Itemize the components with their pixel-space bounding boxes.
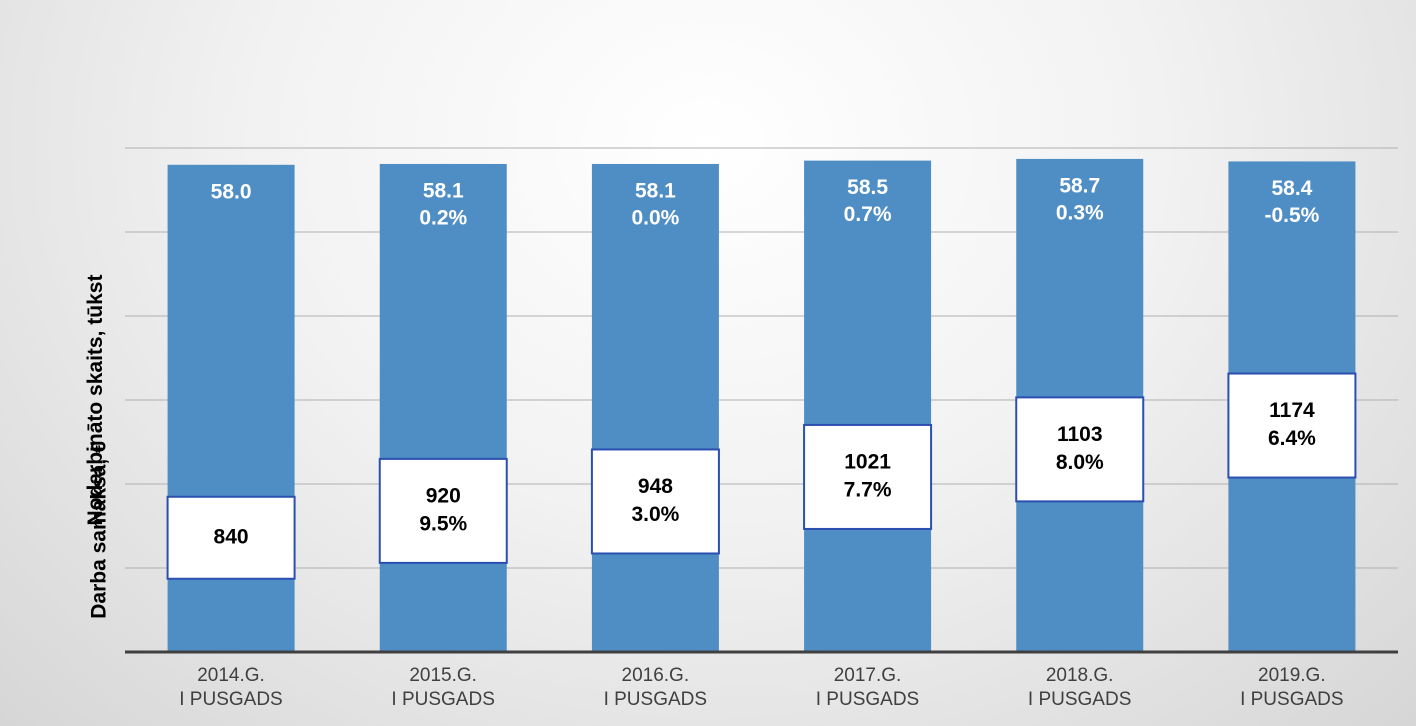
wage-label: 1103 [1057,423,1103,446]
wage-label: 840 [214,525,249,548]
wage-box [590,448,720,555]
change-label: 0.2% [419,207,467,230]
bar [804,160,932,652]
y2-axis-label: Darba samaksa, € [88,441,111,619]
bar [591,163,719,652]
wage-change-label: 8.0% [1056,451,1104,474]
wage-label: 1174 [1269,399,1315,422]
wage-change-label: 7.7% [844,478,892,501]
wage-box [803,423,933,530]
wage-box [1015,396,1145,503]
bar-label: 58.1 [635,180,676,203]
y-axis-label: Nodarbināto skaits, tūkst [84,275,107,526]
y-axis-label-1: Nodarbināto skaits, tūkst [84,275,107,526]
wage-box [1227,372,1357,479]
bar-label: 58.5 [847,176,888,199]
x-tick-label: 2014.G. I PUSGADS [179,665,283,710]
x-tick-label: 2017.G. I PUSGADS [815,665,920,710]
bar-label: 58.4 [1271,177,1312,200]
change-label: 0.7% [844,203,892,226]
x-tick-label: 2018.G. I PUSGADS [1027,665,1132,710]
wage-box [378,457,508,564]
change-label: 0.3% [1056,201,1104,224]
wage-label: 1021 [844,450,891,473]
x-tick-label: 2019.G. I PUSGADS [1240,665,1344,710]
x-tick-label: 2016.G. I PUSGADS [603,665,708,710]
wage-change-label: 6.4% [1268,427,1316,450]
wage-label: 920 [426,484,461,507]
change-label: 0.0% [631,207,679,230]
change-label: -0.5% [1264,204,1319,227]
bar-label: 58.7 [1059,174,1100,197]
wage-change-label: 3.0% [631,503,679,526]
wage-change-label: 9.5% [419,512,467,535]
x-tick-label: 2015.G. I PUSGADS [391,665,495,710]
wage-label: 948 [638,475,673,498]
bar [379,163,507,652]
bar-label: 58.0 [211,180,252,203]
wage-box [166,495,296,580]
bar-label: 58.1 [423,180,464,203]
